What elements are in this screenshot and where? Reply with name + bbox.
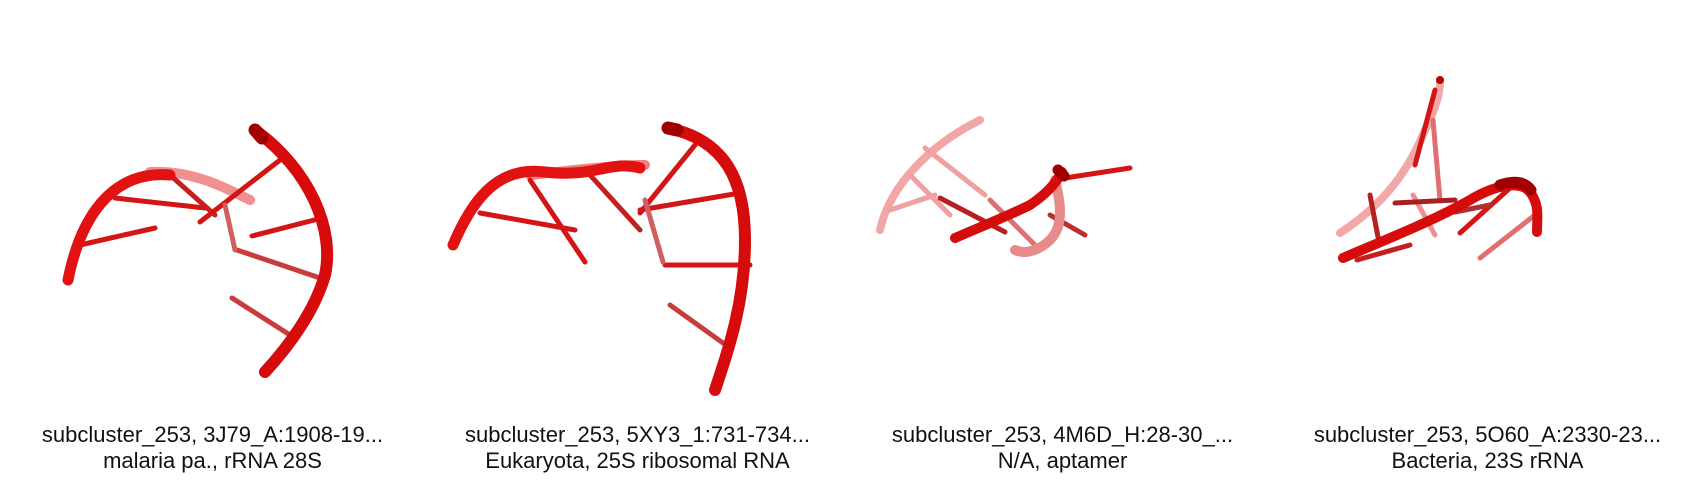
structure-panel-4: subcluster_253, 5O60_A:2330-23... Bacter… <box>1275 0 1700 480</box>
structure-title-2: subcluster_253, 5XY3_1:731-734... <box>465 422 810 447</box>
structure-panel-3: subcluster_253, 4M6D_H:28-30_... N/A, ap… <box>850 0 1275 480</box>
structure-title-4: subcluster_253, 5O60_A:2330-23... <box>1313 422 1662 447</box>
structure-title-1: subcluster_253, 3J79_A:1908-19... <box>41 422 384 447</box>
rna-structure-image-3 <box>876 116 1133 257</box>
structure-subtitle-1: malaria pa., rRNA 28S <box>103 448 322 473</box>
structure-panel-2: subcluster_253, 5XY3_1:731-734... Eukary… <box>425 0 850 480</box>
structure-subtitle-3: N/A, aptamer <box>997 448 1128 473</box>
structure-subtitle-2: Eukaryota, 25S ribosomal RNA <box>485 448 790 473</box>
rna-structure-image-1 <box>62 123 334 378</box>
rna-structure-image-4 <box>1336 76 1543 263</box>
rna-structure-image-2 <box>447 121 753 396</box>
structure-title-3: subcluster_253, 4M6D_H:28-30_... <box>891 422 1234 447</box>
structure-panel-1: subcluster_253, 3J79_A:1908-19... malari… <box>0 0 425 480</box>
structure-subtitle-4: Bacteria, 23S rRNA <box>1391 448 1584 473</box>
